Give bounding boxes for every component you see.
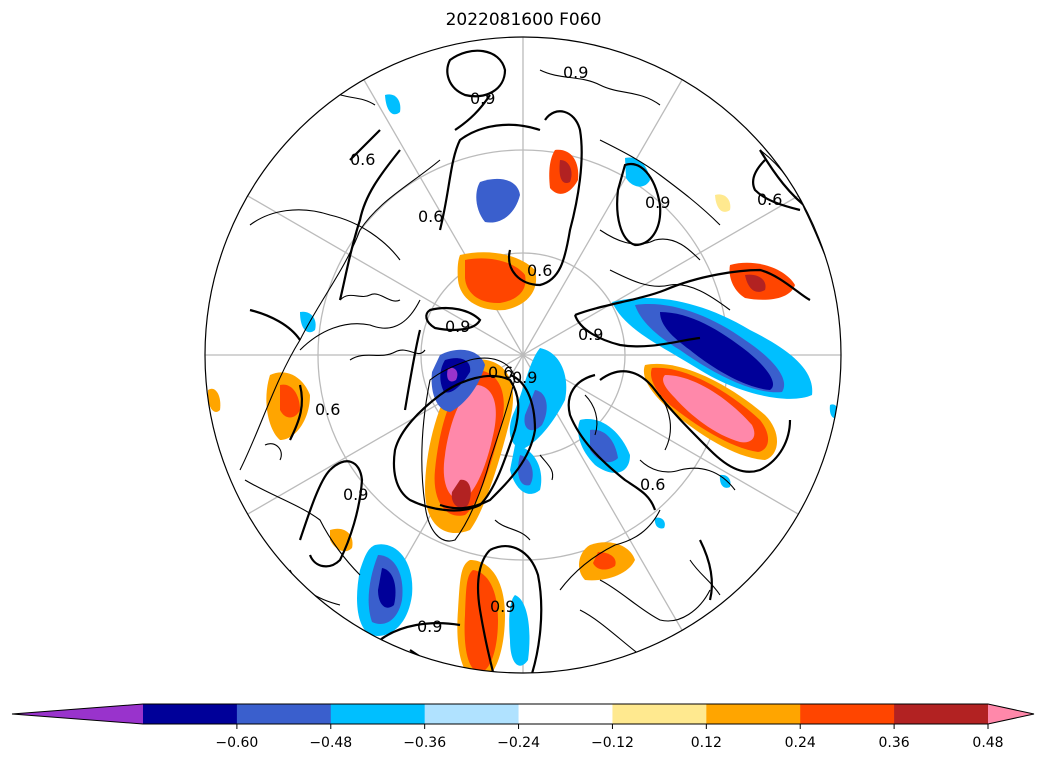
colorbar-segment [518, 704, 613, 724]
colorbar-tick-label: 0.48 [972, 735, 1004, 751]
contour-label: 0.9 [563, 63, 588, 82]
colorbar-segment [612, 704, 707, 724]
contour-label: 0.9 [578, 325, 603, 344]
contour-label: 0.9 [470, 89, 495, 108]
colorbar [11, 703, 1035, 729]
contour-label: 0.9 [417, 617, 442, 636]
colorbar-extend-high [988, 704, 1034, 724]
contour-label: 0.9 [343, 485, 368, 504]
map-title: 2022081600 F060 [445, 10, 602, 30]
map-field: 0.9 0.9 0.6 0.6 0.6 0.9 0.6 0.9 0.9 0.9 … [205, 37, 841, 673]
colorbar-tick-label: −0.48 [309, 735, 353, 751]
colorbar-tick-label: −0.24 [497, 735, 540, 751]
coastlines [239, 69, 836, 656]
colorbar-segment [706, 704, 801, 724]
colorbar-tick-label: −0.36 [403, 735, 447, 751]
colorbar-extend-low [12, 704, 143, 724]
graticule [205, 37, 841, 673]
colorbar-tick-label: −0.60 [215, 735, 259, 751]
colorbar-segment [424, 704, 520, 724]
colorbar-outline [11, 703, 1035, 725]
colorbar-tick-label: 0.12 [690, 735, 722, 751]
contour-label: 0.9 [645, 193, 670, 212]
contour-label: 0.9 [490, 597, 515, 616]
contour-label-group: 0.9 0.9 0.6 0.6 0.6 0.9 0.6 0.9 0.9 0.9 … [315, 63, 782, 636]
colorbar-tick-label: −0.12 [590, 735, 634, 751]
contour-label: 0.9 [512, 368, 537, 387]
contour-label: 0.6 [488, 363, 513, 382]
map-boundary [204, 36, 842, 674]
contour-label: 0.9 [445, 317, 470, 336]
colorbar-tick-label: 0.24 [784, 735, 816, 751]
contour-label: 0.6 [315, 400, 340, 419]
colorbar-segment [894, 704, 989, 724]
colorbar-segment [143, 704, 238, 724]
contour-label: 0.6 [350, 150, 375, 169]
colorbar-tick-label: 0.36 [878, 735, 910, 751]
contour-label: 0.6 [640, 475, 665, 494]
colorbar-segment [330, 704, 426, 724]
contour-label: 0.6 [418, 207, 443, 226]
colorbar-segment [236, 704, 332, 724]
contour-lines [249, 49, 841, 673]
colorbar-segment [800, 704, 895, 724]
contour-label: 0.6 [757, 190, 782, 209]
contour-label: 0.6 [527, 261, 552, 280]
